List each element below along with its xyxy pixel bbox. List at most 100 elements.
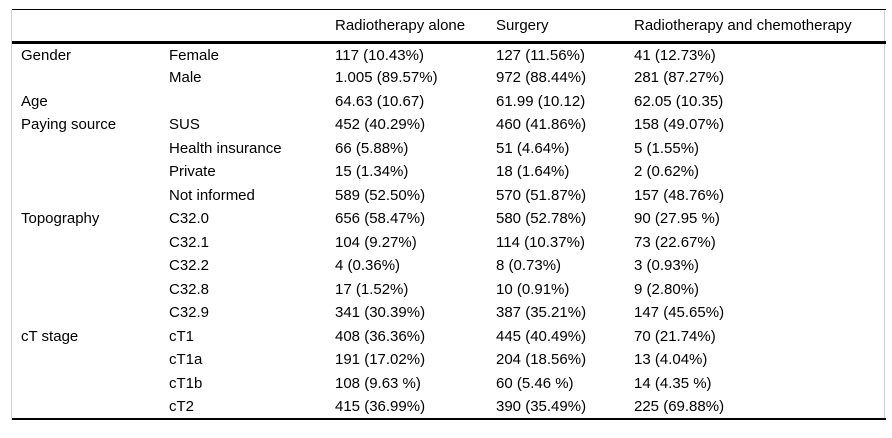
header-radiotherapy-chemotherapy: Radiotherapy and chemotherapy (634, 17, 852, 34)
table-row: C32.1 104 (9.27%) 114 (10.37%) 73 (22.67%) (12, 231, 886, 255)
patient-characteristics-table: Radiotherapy alone Surgery Radiotherapy … (12, 9, 886, 420)
row-subcategory-cell: C32.1 (169, 233, 210, 251)
row-group-cell (12, 372, 169, 396)
radiotherapy-chemotherapy-value: 90 (27.95 %) (634, 210, 720, 228)
radiotherapy-chemotherapy-value: 9 (2.80%) (634, 280, 700, 298)
surgery-value: 114 (10.37%) (496, 233, 585, 251)
radiotherapy-alone-value: 341 (30.39%) (335, 304, 426, 322)
radiotherapy-chemotherapy-value: 73 (22.67%) (634, 233, 716, 251)
table-row: cT1a 191 (17.02%) 204 (18.56%) 13 (4.04%) (12, 348, 886, 372)
radiotherapy-chemotherapy-value: 281 (87.27%) (634, 69, 725, 87)
table-row: Health insurance 66 (5.88%) 51 (4.64%) 5 (1… (12, 137, 886, 161)
radiotherapy-chemotherapy-value: 147 (45.65%) (634, 304, 725, 322)
row-subcategory-cell: Private (169, 163, 216, 181)
row-subcategory-cell: SUS (169, 116, 200, 134)
surgery-value: 204 (18.56%) (496, 351, 587, 369)
radiotherapy-chemotherapy-value: 41 (12.73%) (634, 46, 716, 64)
row-group-cell (12, 184, 169, 208)
table-header: Radiotherapy alone Surgery Radiotherapy … (12, 9, 886, 43)
row-subcategory-cell: C32.9 (169, 304, 210, 322)
table-row: Gender Female 117 (10.43%) 127 (11.56%) 41 (… (12, 43, 886, 67)
radiotherapy-chemotherapy-value: 14 (4.35 %) (634, 374, 712, 392)
row-subcategory-cell: C32.2 (169, 257, 210, 275)
radiotherapy-chemotherapy-value: 157 (48.76%) (634, 186, 725, 204)
row-group-cell (12, 348, 169, 372)
radiotherapy-chemotherapy-value: 70 (21.74%) (634, 327, 716, 345)
radiotherapy-chemotherapy-value: 225 (69.88%) (634, 397, 725, 415)
radiotherapy-alone-value: 656 (58.47%) (335, 210, 426, 228)
row-group-cell: Gender (21, 46, 72, 64)
surgery-value: 580 (52.78%) (496, 210, 587, 228)
row-group-cell (12, 137, 169, 161)
row-subcategory-cell: Female (169, 46, 220, 64)
radiotherapy-alone-value: 108 (9.63 %) (335, 374, 421, 392)
surgery-value: 60 (5.46 %) (496, 374, 574, 392)
radiotherapy-chemotherapy-value: 5 (1.55%) (634, 139, 700, 157)
radiotherapy-alone-value: 4 (0.36%) (335, 257, 401, 275)
surgery-value: 61.99 (10.12) (496, 92, 586, 110)
table-row: cT2 415 (36.99%) 390 (35.49%) 225 (69.88%) (12, 395, 886, 419)
radiotherapy-chemotherapy-value: 158 (49.07%) (634, 116, 725, 134)
row-subcategory-cell: cT2 (169, 397, 195, 415)
radiotherapy-chemotherapy-value: 3 (0.93%) (634, 257, 700, 275)
row-group-cell: cT stage (21, 327, 79, 345)
row-subcategory-cell: C32.8 (169, 280, 210, 298)
radiotherapy-alone-value: 117 (10.43%) (335, 46, 424, 64)
table-row: Paying source SUS 452 (40.29%) 460 (41.86%)… (12, 113, 886, 137)
surgery-value: 51 (4.64%) (496, 139, 570, 157)
table-row: Male 1.005 (89.57%) 972 (88.44%) 281 (87.27… (12, 66, 886, 90)
table-row: Private 15 (1.34%) 18 (1.64%) 2 (0.62%) (12, 160, 886, 184)
surgery-value: 10 (0.91%) (496, 280, 570, 298)
row-group-cell: Topography (21, 210, 100, 228)
row-subcategory-cell: Male (169, 69, 202, 87)
row-group-cell (12, 160, 169, 184)
surgery-value: 390 (35.49%) (496, 397, 587, 415)
header-surgery: Surgery (496, 17, 549, 34)
header-subcategory-column (169, 10, 335, 43)
surgery-value: 127 (11.56%) (496, 46, 585, 64)
header-row: Radiotherapy alone Surgery Radiotherapy … (12, 9, 886, 43)
radiotherapy-alone-value: 1.005 (89.57%) (335, 69, 438, 87)
surgery-value: 460 (41.86%) (496, 116, 587, 134)
row-group-cell: Paying source (21, 116, 117, 134)
surgery-value: 18 (1.64%) (496, 163, 570, 181)
table-row: cT stage cT1 408 (36.36%) 445 (40.49%) 70 (2… (12, 325, 886, 349)
radiotherapy-alone-value: 452 (40.29%) (335, 116, 426, 134)
row-group-cell: Age (21, 92, 48, 110)
radiotherapy-alone-value: 415 (36.99%) (335, 397, 426, 415)
row-subcategory-cell: Not informed (169, 186, 255, 204)
row-group-cell (12, 66, 169, 90)
radiotherapy-alone-value: 408 (36.36%) (335, 327, 426, 345)
row-subcategory-cell: Health insurance (169, 139, 282, 157)
row-group-cell (12, 231, 169, 255)
radiotherapy-alone-value: 64.63 (10.67) (335, 92, 425, 110)
table-row: C32.8 17 (1.52%) 10 (0.91%) 9 (2.80%) (12, 278, 886, 302)
surgery-value: 570 (51.87%) (496, 186, 587, 204)
table-row: Age 64.63 (10.67) 61.99 (10.12) 62.05 (10.3… (12, 90, 886, 114)
row-group-cell (12, 278, 169, 302)
row-group-cell (12, 301, 169, 325)
row-subcategory-cell: cT1a (169, 351, 203, 369)
row-group-cell (12, 254, 169, 278)
surgery-value: 8 (0.73%) (496, 257, 562, 275)
table-body: Gender Female 117 (10.43%) 127 (11.56%) 41 (… (12, 43, 886, 419)
surgery-value: 387 (35.21%) (496, 304, 587, 322)
table-row: Topography C32.0 656 (58.47%) 580 (52.78%) 9… (12, 207, 886, 231)
row-subcategory-cell: cT1b (169, 374, 203, 392)
row-subcategory-cell (169, 90, 335, 114)
radiotherapy-alone-value: 15 (1.34%) (335, 163, 409, 181)
table-row: C32.2 4 (0.36%) 8 (0.73%) 3 (0.93%) (12, 254, 886, 278)
header-radiotherapy-alone: Radiotherapy alone (335, 17, 466, 34)
surgery-value: 445 (40.49%) (496, 327, 587, 345)
radiotherapy-alone-value: 104 (9.27%) (335, 233, 417, 251)
radiotherapy-chemotherapy-value: 62.05 (10.35) (634, 92, 724, 110)
surgery-value: 972 (88.44%) (496, 69, 587, 87)
row-subcategory-cell: C32.0 (169, 210, 210, 228)
table-row: C32.9 341 (30.39%) 387 (35.21%) 147 (45.65%… (12, 301, 886, 325)
radiotherapy-alone-value: 17 (1.52%) (335, 280, 409, 298)
radiotherapy-alone-value: 191 (17.02%) (335, 351, 426, 369)
radiotherapy-chemotherapy-value: 13 (4.04%) (634, 351, 708, 369)
table-row: cT1b 108 (9.63 %) 60 (5.46 %) 14 (4.35 %) (12, 372, 886, 396)
header-group-column (12, 10, 169, 43)
